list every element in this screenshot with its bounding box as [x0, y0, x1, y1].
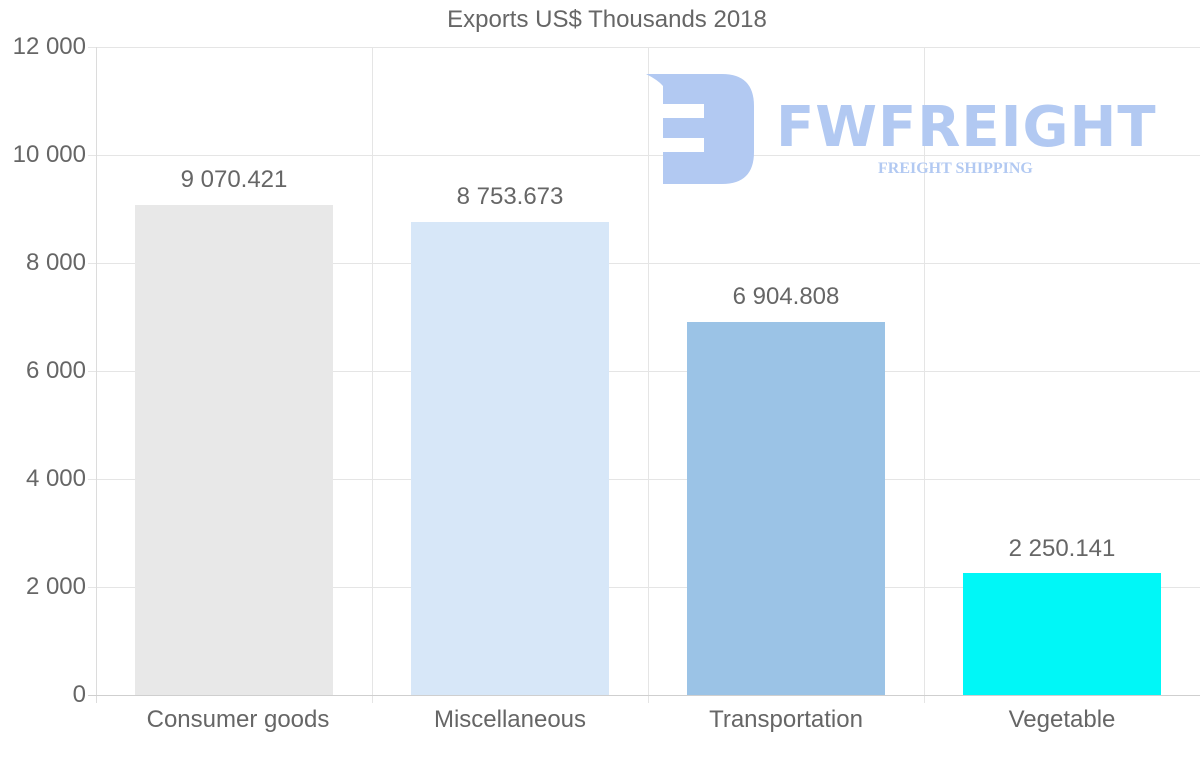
- bar-consumer-goods[interactable]: [135, 205, 333, 695]
- ytick-8000: 8 000: [25, 249, 86, 276]
- bar-vegetable[interactable]: [963, 573, 1161, 695]
- ytick-0: 0: [72, 681, 86, 708]
- ytick-2000: 2 000: [25, 573, 86, 600]
- value-label-vegetable: 2 250.141: [1008, 535, 1116, 562]
- chart-title: Exports US$ Thousands 2018: [447, 6, 767, 33]
- gridline-12000: [88, 47, 1200, 48]
- gridline-v-1: [372, 47, 373, 703]
- x-axis-line: [88, 695, 1200, 696]
- y-axis-line: [96, 47, 97, 703]
- xtick-transportation: Transportation: [709, 706, 863, 733]
- gridline-10000: [88, 155, 1200, 156]
- bar-transportation[interactable]: [687, 322, 885, 695]
- gridline-2000: [88, 587, 1200, 588]
- ytick-4000: 4 000: [25, 465, 86, 492]
- gridline-6000: [88, 371, 1200, 372]
- ytick-6000: 6 000: [25, 357, 86, 384]
- value-label-consumer-goods: 9 070.421: [180, 166, 288, 193]
- value-label-transportation: 6 904.808: [732, 283, 840, 310]
- watermark-tagline: FREIGHT SHIPPING: [878, 160, 1033, 177]
- watermark-brand: FWFREIGHT: [776, 95, 1157, 160]
- gridline-4000: [88, 479, 1200, 480]
- xtick-miscellaneous: Miscellaneous: [433, 706, 587, 733]
- gridline-v-2: [648, 47, 649, 703]
- xtick-vegetable: Vegetable: [1008, 706, 1116, 733]
- gridline-8000: [88, 263, 1200, 264]
- gridline-v-3: [924, 47, 925, 703]
- value-label-miscellaneous: 8 753.673: [456, 183, 564, 210]
- xtick-consumer-goods: Consumer goods: [146, 706, 330, 733]
- ytick-10000: 10 000: [12, 141, 86, 168]
- fwfreight-logo-icon: [646, 74, 754, 184]
- fwfreight-watermark: FWFREIGHT FREIGHT SHIPPING: [646, 72, 1156, 192]
- bar-miscellaneous[interactable]: [411, 222, 609, 695]
- ytick-12000: 12 000: [12, 33, 86, 60]
